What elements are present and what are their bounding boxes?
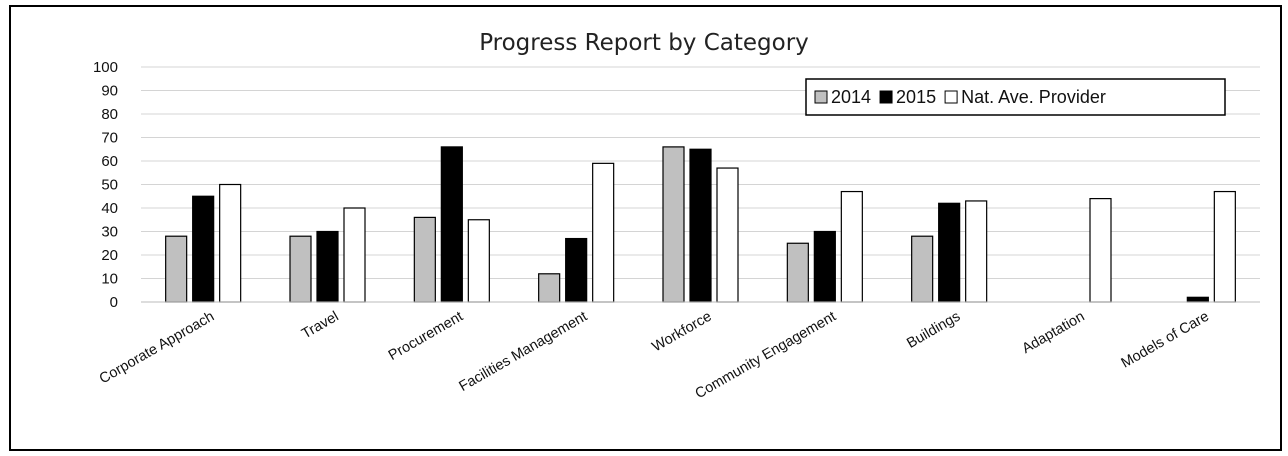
bar-nat-ave-provider-models-of-care <box>1213 190 1236 303</box>
x-tick-label: Models of Care <box>1119 309 1212 372</box>
y-tick-label: 90 <box>101 83 118 100</box>
bar-2015-corporate-approach <box>192 195 215 303</box>
legend-swatch-2014 <box>814 90 828 104</box>
legend-swatch-2015 <box>879 90 893 104</box>
bar-2015-procurement <box>440 146 463 303</box>
bar-2014-community-engagement <box>786 242 809 303</box>
bar-2014-procurement <box>413 216 436 303</box>
bar-nat-ave-provider-community-engagement <box>840 190 863 303</box>
y-tick-label: 10 <box>101 271 118 288</box>
y-tick-label: 70 <box>101 130 118 147</box>
y-axis-ticks: 0 10 20 30 40 50 60 70 80 90 100 <box>93 59 118 311</box>
y-tick-label: 50 <box>101 177 118 194</box>
x-tick-label: Procurement <box>386 309 466 364</box>
chart-title: Progress Report by Category <box>479 30 809 56</box>
y-tick-label: 60 <box>101 153 118 170</box>
y-tick-label: 30 <box>101 224 118 241</box>
x-tick-label: Adaptation <box>1019 309 1087 358</box>
bar-nat-ave-provider-buildings <box>965 200 988 303</box>
bar-2014-workforce <box>662 146 685 303</box>
bar-2015-buildings <box>938 202 961 303</box>
legend-box <box>805 78 1226 116</box>
bar-nat-ave-provider-travel <box>343 207 366 303</box>
legend: 2014 2015 Nat. Ave. Provider <box>805 78 1226 116</box>
bar-2015-facilities-management <box>565 237 588 303</box>
y-tick-label: 80 <box>101 106 118 123</box>
legend-label-2014: 2014 <box>831 87 871 107</box>
bars <box>165 146 1236 303</box>
x-tick-label: Travel <box>299 309 341 343</box>
bar-nat-ave-provider-workforce <box>716 167 739 303</box>
x-tick-label: Facilities Management <box>457 309 591 395</box>
x-tick-label: Corporate Approach <box>97 309 217 388</box>
bar-2014-travel <box>289 235 312 303</box>
bar-2014-facilities-management <box>538 273 561 303</box>
legend-swatch-nat-ave-provider <box>944 90 958 104</box>
y-tick-label: 100 <box>93 59 118 76</box>
x-tick-label: Community Engagement <box>693 309 839 403</box>
y-tick-label: 20 <box>101 247 118 264</box>
bar-2015-models-of-care <box>1186 296 1209 303</box>
x-tick-label: Buildings <box>904 309 963 352</box>
bar-nat-ave-provider-facilities-management <box>592 162 615 303</box>
bar-2014-corporate-approach <box>165 235 188 303</box>
bar-2014-buildings <box>911 235 934 303</box>
bar-nat-ave-provider-corporate-approach <box>219 183 242 303</box>
bar-2015-travel <box>316 230 339 303</box>
bar-2015-workforce <box>689 148 712 303</box>
x-tick-label: Workforce <box>650 309 715 356</box>
legend-label-2015: 2015 <box>896 87 936 107</box>
bar-nat-ave-provider-procurement <box>467 219 490 303</box>
y-tick-label: 0 <box>110 294 118 311</box>
legend-label-nat-ave-provider: Nat. Ave. Provider <box>961 87 1106 107</box>
bar-2015-community-engagement <box>813 230 836 303</box>
y-tick-label: 40 <box>101 200 118 217</box>
x-axis-labels: Corporate Approach Travel ProcurementFacil… <box>97 309 1212 403</box>
bar-nat-ave-provider-adaptation <box>1089 198 1112 303</box>
